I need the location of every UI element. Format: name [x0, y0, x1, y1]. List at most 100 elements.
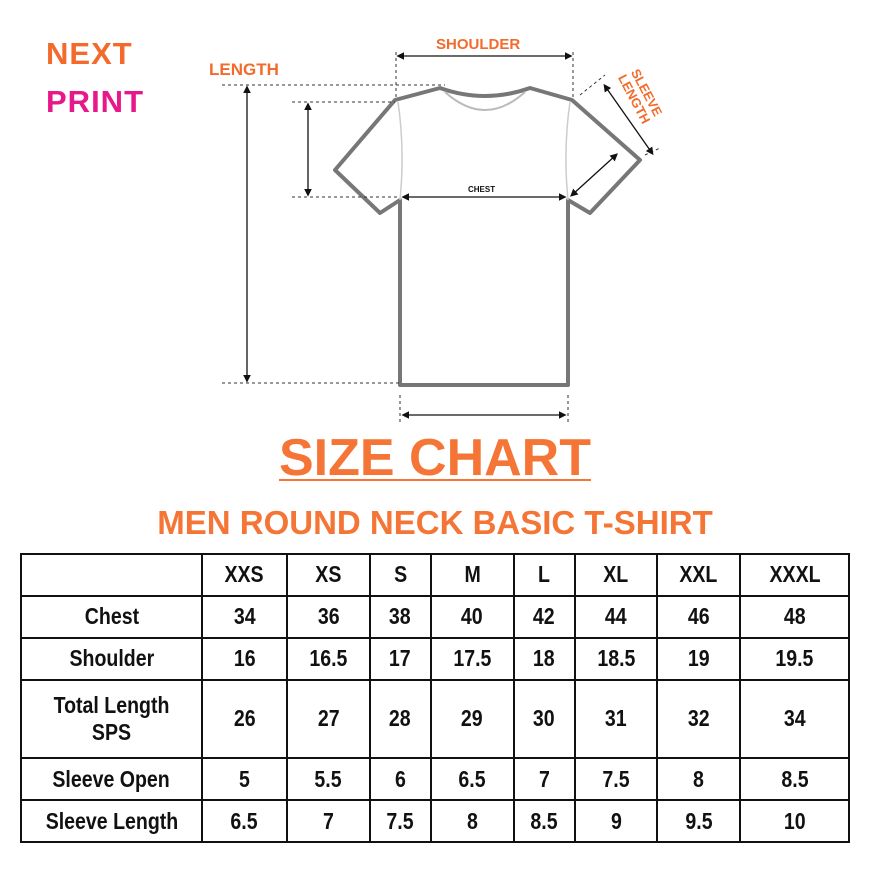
cell-value: 27	[317, 705, 340, 732]
tshirt-outline	[333, 86, 642, 387]
length-label: LENGTH	[209, 60, 279, 79]
cell-value: 34	[233, 603, 256, 630]
table-cell: 27	[285, 678, 371, 760]
cell-value: 9.5	[685, 807, 713, 834]
row-label-text: Sleeve Open	[52, 765, 171, 792]
table-cell: 5	[201, 757, 288, 802]
cell-value: 19	[687, 645, 710, 672]
table-cell: 16	[201, 636, 288, 681]
table-cell: 18.5	[573, 636, 659, 681]
table-cell: 31	[573, 678, 659, 760]
cell-value: 34	[783, 705, 806, 732]
size-header: XL	[573, 553, 659, 597]
cell-value: 42	[533, 603, 555, 630]
cell-value: 17	[389, 645, 412, 672]
cell-value: 5	[239, 765, 250, 792]
row-label-text: Chest	[84, 603, 139, 630]
table-cell: 18	[512, 636, 576, 681]
row-label-text: Total Length SPS	[53, 691, 170, 745]
table-cell: 26	[201, 678, 288, 760]
table-cell: 32	[656, 678, 742, 760]
size-header: S	[368, 553, 432, 597]
size-header: M	[429, 553, 515, 597]
table-cell: 34	[201, 594, 288, 639]
cell-value: 36	[317, 603, 340, 630]
row-label: Total Length SPS	[20, 678, 203, 760]
cell-value: 7	[538, 765, 550, 792]
table-header-row: XXS XS S M L XL XXL XXXL	[20, 553, 850, 597]
header-text: L	[538, 561, 551, 588]
header-text: XL	[603, 561, 629, 588]
table-cell: 19	[656, 636, 742, 681]
cell-value: 19.5	[775, 645, 814, 672]
logo-print: PRINT	[46, 84, 144, 119]
table-cell: 8	[429, 799, 515, 843]
cell-value: 5.5	[314, 765, 342, 792]
row-label: Sleeve Length	[20, 799, 203, 843]
cell-value: 7.5	[386, 807, 414, 834]
page-subtitle: MEN ROUND NECK BASIC T-SHIRT	[157, 504, 713, 541]
cell-value: 6.5	[458, 765, 486, 792]
row-label: Sleeve Open	[20, 757, 203, 802]
shoulder-label: SHOULDER	[436, 36, 521, 53]
table-cell: 42	[512, 594, 576, 639]
table-cell: 17	[368, 636, 432, 681]
cell-value: 38	[389, 603, 412, 630]
corner-cell	[20, 553, 203, 597]
table-cell: 10	[739, 799, 850, 843]
table-cell: 44	[573, 594, 659, 639]
cell-value: 6	[394, 765, 406, 792]
table-cell: 7	[512, 757, 576, 802]
row-label: Shoulder	[20, 636, 203, 681]
table-cell: 8.5	[512, 799, 576, 843]
row-label-text: Sleeve Length	[45, 807, 178, 834]
table-cell: 16.5	[285, 636, 371, 681]
cell-value: 40	[461, 603, 484, 630]
table-cell: 5.5	[285, 757, 371, 802]
cell-value: 16	[233, 645, 256, 672]
cell-value: 46	[687, 603, 710, 630]
size-header: XS	[285, 553, 371, 597]
table-cell: 48	[739, 594, 850, 639]
table-row: Chest 34 36 38 40 42 44 46 48	[20, 594, 850, 639]
size-header: XXL	[656, 553, 742, 597]
table-row: Sleeve Open 5 5.5 6 6.5 7 7.5 8 8.5	[20, 757, 850, 802]
table-cell: 8	[656, 757, 742, 802]
measure-arrows	[243, 52, 654, 419]
cell-value: 32	[687, 705, 710, 732]
table-cell: 28	[368, 678, 432, 760]
cell-value: 9	[610, 807, 622, 834]
table-cell: 7.5	[368, 799, 432, 843]
size-header: XXS	[201, 553, 288, 597]
cell-value: 8	[693, 765, 705, 792]
page-title: SIZE CHART	[0, 428, 870, 488]
chest-label: CHEST	[468, 185, 496, 194]
cell-value: 31	[605, 705, 627, 732]
cell-value: 29	[461, 705, 484, 732]
table-cell: 9.5	[656, 799, 742, 843]
title-text: SIZE CHART	[279, 429, 591, 487]
cell-value: 10	[783, 807, 806, 834]
table-cell: 40	[429, 594, 515, 639]
cell-value: 6.5	[230, 807, 259, 834]
size-header: XXXL	[739, 553, 850, 597]
table-cell: 8.5	[739, 757, 850, 802]
cell-value: 8.5	[780, 765, 809, 792]
cell-value: 7	[322, 807, 334, 834]
table-cell: 38	[368, 594, 432, 639]
table-cell: 7.5	[573, 757, 659, 802]
table-cell: 46	[656, 594, 742, 639]
table-cell: 17.5	[429, 636, 515, 681]
cell-value: 16.5	[309, 645, 348, 672]
cell-value: 48	[783, 603, 806, 630]
header-text: M	[464, 561, 481, 588]
cell-value: 7.5	[602, 765, 630, 792]
header-text: XXS	[224, 561, 265, 588]
table-cell: 19.5	[739, 636, 850, 681]
table-cell: 9	[573, 799, 659, 843]
table-cell: 30	[512, 678, 576, 760]
cell-value: 44	[605, 603, 627, 630]
cell-value: 28	[389, 705, 412, 732]
row-label-text: Shoulder	[69, 645, 154, 672]
